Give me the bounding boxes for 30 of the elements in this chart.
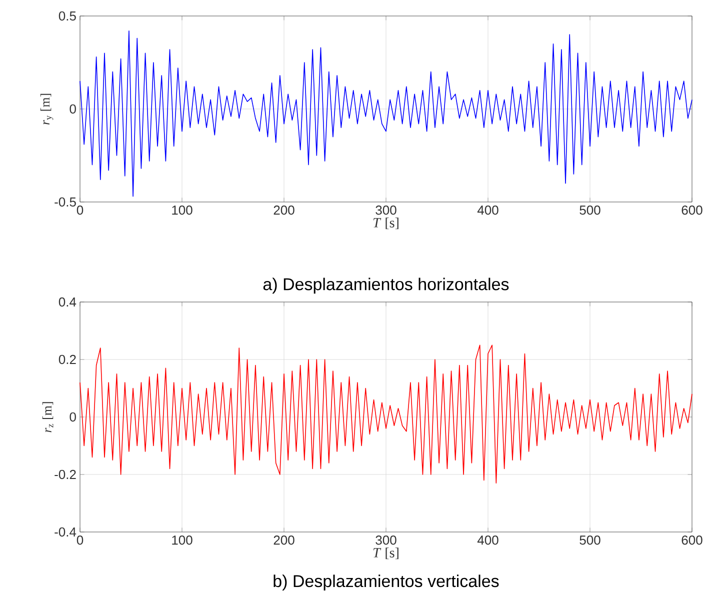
y-tick-label: -0.2	[54, 470, 76, 480]
y-tick-label: 0.2	[58, 354, 76, 364]
x-tick-label: 400	[477, 536, 498, 545]
x-tick-label: 0	[76, 206, 84, 215]
x-tick-label: 400	[477, 206, 498, 215]
line-series	[80, 30, 692, 197]
x-tick-label: 100	[172, 206, 192, 215]
y-tick-label: 0	[70, 104, 76, 114]
text: a) Desplazamientos horizontales	[263, 278, 509, 294]
x-tick-label: 0	[76, 536, 84, 545]
line-series	[80, 344, 692, 484]
x-axis-title: T [s]	[373, 218, 398, 230]
x-axis-title: T [s]	[373, 548, 398, 560]
x-tick-label: 600	[682, 206, 702, 215]
y-tick-label: -0.5	[54, 197, 76, 207]
y-axis-title: r$_{y}$ [m]	[40, 94, 54, 125]
y-tick-label: 0.4	[58, 297, 76, 307]
x-tick-label: 600	[682, 536, 702, 545]
x-tick-label: 300	[376, 536, 396, 545]
y-tick-label: 0	[70, 412, 76, 422]
y-tick-label: 0.5	[58, 11, 76, 21]
y-axis-title: r$_{z}$ [m]	[42, 402, 54, 432]
x-tick-label: 500	[580, 536, 600, 545]
x-tick-label: 500	[580, 206, 600, 215]
x-tick-label: 200	[274, 206, 294, 215]
x-tick-label: 300	[376, 206, 396, 215]
x-tick-label: 200	[274, 536, 294, 545]
text: b) Desplazamientos verticales	[274, 574, 499, 591]
y-tick-label: -0.4	[54, 527, 76, 537]
x-tick-label: 100	[172, 536, 192, 545]
